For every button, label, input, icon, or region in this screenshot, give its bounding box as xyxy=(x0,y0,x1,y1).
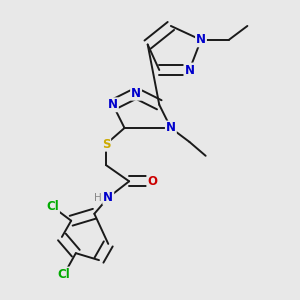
Text: N: N xyxy=(108,98,118,111)
Text: N: N xyxy=(166,122,176,134)
Text: N: N xyxy=(131,87,141,100)
Text: H: H xyxy=(94,193,102,202)
Text: Cl: Cl xyxy=(58,268,70,281)
Text: N: N xyxy=(184,64,194,76)
Text: N: N xyxy=(196,33,206,46)
Text: O: O xyxy=(147,175,157,188)
Text: Cl: Cl xyxy=(46,200,59,213)
Text: S: S xyxy=(102,138,110,151)
Text: N: N xyxy=(103,191,113,204)
